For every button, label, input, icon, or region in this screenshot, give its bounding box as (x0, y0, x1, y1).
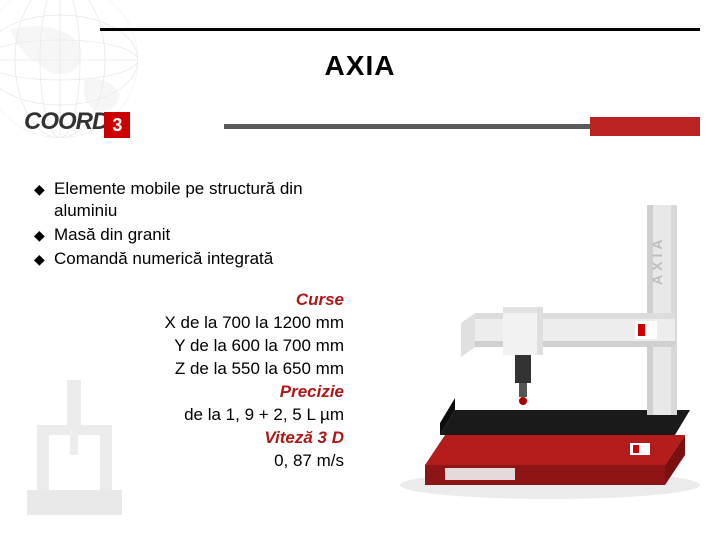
spec-heading-curse: Curse (120, 288, 344, 311)
list-item: ◆ Comandă numerică integrată (34, 248, 364, 270)
logo-row: COORD3 (24, 108, 700, 144)
bullet-text: Comandă numerică integrată (54, 248, 364, 270)
brand-logo: COORD3 (24, 108, 194, 144)
spec-value: 0, 87 m/s (120, 449, 344, 472)
logo-badge: 3 (104, 112, 130, 138)
mid-divider-accent (590, 117, 700, 136)
ghost-machine-icon (22, 370, 127, 520)
bullet-icon: ◆ (34, 224, 54, 246)
spec-value: Y de la 600 la 700 mm (120, 334, 344, 357)
bullet-icon: ◆ (34, 178, 54, 200)
mid-divider (224, 124, 700, 129)
bullet-icon: ◆ (34, 248, 54, 270)
spec-block: Curse X de la 700 la 1200 mm Y de la 600… (120, 288, 344, 472)
spec-heading-precizie: Precizie (120, 380, 344, 403)
spec-heading-viteza: Viteză 3 D (120, 426, 344, 449)
logo-text: COORD (24, 108, 108, 135)
product-image: AXIA (385, 165, 710, 505)
spec-value: X de la 700 la 1200 mm (120, 311, 344, 334)
spec-value: de la 1, 9 + 2, 5 L µm (120, 403, 344, 426)
list-item: ◆ Elemente mobile pe structură din alumi… (34, 178, 364, 222)
bullet-text: Elemente mobile pe structură din alumini… (54, 178, 364, 222)
page-title: AXIA (0, 50, 720, 82)
svg-text:AXIA: AXIA (649, 236, 665, 285)
list-item: ◆ Masă din granit (34, 224, 364, 246)
bullet-text: Masă din granit (54, 224, 364, 246)
spec-value: Z de la 550 la 650 mm (120, 357, 344, 380)
feature-list: ◆ Elemente mobile pe structură din alumi… (34, 178, 364, 272)
top-divider (100, 28, 700, 31)
